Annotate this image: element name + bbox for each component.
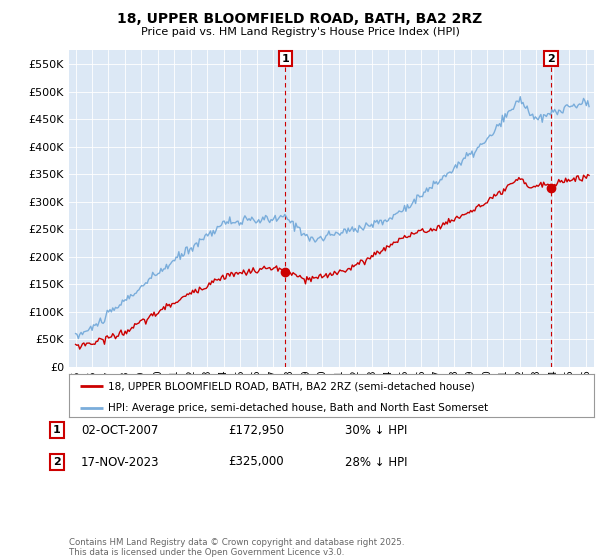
Text: 18, UPPER BLOOMFIELD ROAD, BATH, BA2 2RZ (semi-detached house): 18, UPPER BLOOMFIELD ROAD, BATH, BA2 2RZ…: [109, 381, 475, 391]
Text: 02-OCT-2007: 02-OCT-2007: [81, 423, 158, 437]
Text: 2: 2: [53, 457, 61, 467]
Text: 17-NOV-2023: 17-NOV-2023: [81, 455, 160, 469]
Text: 2: 2: [547, 54, 555, 64]
Text: 1: 1: [53, 425, 61, 435]
Text: HPI: Average price, semi-detached house, Bath and North East Somerset: HPI: Average price, semi-detached house,…: [109, 403, 488, 413]
Text: 1: 1: [281, 54, 289, 64]
Text: 28% ↓ HPI: 28% ↓ HPI: [345, 455, 407, 469]
Text: Price paid vs. HM Land Registry's House Price Index (HPI): Price paid vs. HM Land Registry's House …: [140, 27, 460, 37]
Text: £325,000: £325,000: [228, 455, 284, 469]
Text: £172,950: £172,950: [228, 423, 284, 437]
Text: 30% ↓ HPI: 30% ↓ HPI: [345, 423, 407, 437]
Text: Contains HM Land Registry data © Crown copyright and database right 2025.
This d: Contains HM Land Registry data © Crown c…: [69, 538, 404, 557]
Text: 18, UPPER BLOOMFIELD ROAD, BATH, BA2 2RZ: 18, UPPER BLOOMFIELD ROAD, BATH, BA2 2RZ: [118, 12, 482, 26]
